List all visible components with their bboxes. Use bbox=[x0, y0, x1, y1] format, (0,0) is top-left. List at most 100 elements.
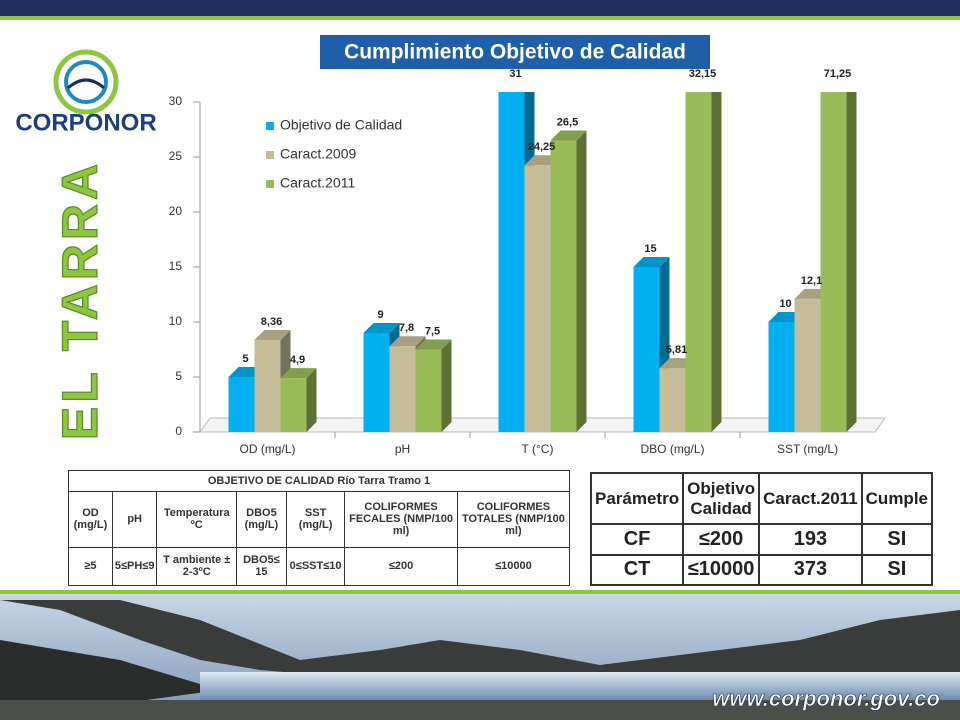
mountains bbox=[0, 600, 960, 675]
table-title: OBJETIVO DE CALIDAD Río Tarra Tramo 1 bbox=[68, 469, 570, 493]
cell: ≤10000 bbox=[456, 546, 571, 587]
value-label: 7,8 bbox=[399, 322, 414, 334]
bar bbox=[820, 92, 847, 432]
bar bbox=[498, 92, 525, 432]
shore bbox=[0, 700, 960, 720]
cell: ≤200 bbox=[344, 546, 458, 587]
logo-wave bbox=[67, 78, 105, 90]
header-cell: COLIFORMES TOTALES (NMP/100 ml) bbox=[456, 491, 571, 548]
bar-side bbox=[846, 92, 857, 432]
header-cell: Objetivo Calidad bbox=[682, 471, 761, 526]
cell: 5≤PH≤9 bbox=[111, 546, 158, 587]
bar bbox=[280, 378, 307, 432]
x-tick-label: pH bbox=[395, 442, 410, 456]
cell: SI bbox=[860, 523, 934, 556]
value-label: 5,81 bbox=[666, 344, 687, 356]
bar bbox=[228, 377, 255, 432]
legend-swatch bbox=[266, 122, 274, 130]
chart-title: Cumplimiento Objetivo de Calidad bbox=[344, 41, 686, 64]
logo-text: CORPONOR bbox=[15, 109, 156, 136]
value-label: 9 bbox=[377, 309, 383, 321]
value-label: 31 bbox=[509, 68, 521, 80]
bar bbox=[768, 322, 795, 432]
bar-side bbox=[441, 339, 452, 432]
compliance-table: Parámetro Objetivo Calidad Caract.2011 Cump… bbox=[589, 471, 934, 587]
x-tick-label: DBO (mg/L) bbox=[640, 442, 704, 456]
chart-title-box bbox=[320, 35, 710, 69]
header-cell: DBO5 (mg/L) bbox=[235, 491, 287, 548]
legend-swatch bbox=[266, 151, 274, 159]
bar bbox=[389, 346, 416, 432]
header-cell: COLIFORMES FECALES (NMP/100 ml) bbox=[344, 491, 458, 548]
logo-ring bbox=[53, 49, 119, 115]
header-cell: Parámetro bbox=[589, 471, 685, 526]
y-tick-label: 20 bbox=[169, 204, 183, 218]
y-tick-label: 15 bbox=[169, 259, 183, 273]
y-tick-label: 25 bbox=[169, 149, 183, 163]
value-label: 24,25 bbox=[528, 141, 556, 153]
header-row: Parámetro Objetivo Calidad Caract.2011 Cump… bbox=[589, 471, 934, 526]
bar-top bbox=[254, 330, 291, 341]
cell: CT bbox=[589, 553, 685, 587]
title-row: OBJETIVO DE CALIDAD Río Tarra Tramo 1 bbox=[68, 469, 570, 493]
bar-top bbox=[280, 368, 317, 379]
data-row: ≥5 5≤PH≤9 T ambiente ± 2-3ºC DBO5≤ 15 0≤SST≤… bbox=[68, 546, 571, 587]
value-label: 5 bbox=[242, 353, 248, 365]
header-cell: Caract.2011 bbox=[758, 471, 863, 526]
value-label: 26,5 bbox=[557, 116, 578, 128]
logo-inner bbox=[64, 60, 108, 104]
y-tick-label: 0 bbox=[175, 424, 182, 438]
bar-top bbox=[389, 336, 426, 347]
legend-label: Caract.2011 bbox=[280, 175, 355, 191]
header-cell: pH bbox=[111, 491, 158, 548]
header-row: OD (mg/L) pH Temperatura ºC DBO5 (mg/L) SST … bbox=[68, 491, 571, 548]
bar-top bbox=[363, 323, 400, 333]
header-cell: OD (mg/L) bbox=[68, 491, 113, 548]
legend-label: Caract.2009 bbox=[280, 146, 356, 162]
side-title: EL TARRA bbox=[52, 160, 108, 440]
cell: 373 bbox=[758, 553, 863, 587]
cell: CF bbox=[589, 523, 685, 556]
header-cell: Temperatura ºC bbox=[156, 491, 237, 548]
value-label: 10 bbox=[779, 298, 791, 310]
legend-label: Objetivo de Calidad bbox=[280, 117, 402, 133]
y-tick-label: 5 bbox=[175, 369, 182, 383]
cell: T ambiente ± 2-3ºC bbox=[156, 546, 237, 587]
bar bbox=[254, 340, 281, 432]
value-label: 32,15 bbox=[689, 68, 717, 80]
x-tick-label: T (°C) bbox=[522, 442, 554, 456]
header-cell: Cumple bbox=[860, 471, 934, 526]
value-label: 4,9 bbox=[290, 354, 305, 366]
bottom-stripe bbox=[0, 590, 960, 594]
bars bbox=[228, 92, 857, 432]
bar bbox=[659, 368, 686, 432]
value-label: 8,36 bbox=[261, 316, 282, 328]
cell: ≥5 bbox=[68, 546, 113, 587]
bar bbox=[363, 333, 390, 432]
top-stripe bbox=[0, 16, 960, 20]
y-tick-label: 30 bbox=[169, 94, 183, 108]
bar bbox=[685, 92, 712, 432]
value-label: 7,5 bbox=[425, 325, 440, 337]
bar bbox=[794, 298, 821, 432]
bar-side bbox=[576, 130, 587, 432]
website: www.corponor.gov.co bbox=[712, 686, 940, 711]
cell: 193 bbox=[758, 523, 863, 556]
lake bbox=[200, 672, 960, 700]
cell: ≤200 bbox=[682, 523, 761, 556]
data-row: CF ≤200 193 SI bbox=[589, 523, 934, 556]
cell: SI bbox=[860, 553, 934, 587]
top-band bbox=[0, 0, 960, 16]
x-tick-label: SST (mg/L) bbox=[777, 442, 838, 456]
bar-side bbox=[711, 92, 722, 432]
data-row: CT ≤10000 373 SI bbox=[589, 553, 934, 587]
bar bbox=[415, 349, 442, 432]
bar bbox=[633, 267, 660, 432]
legend-swatch bbox=[266, 180, 274, 188]
bar-top bbox=[550, 130, 587, 141]
value-label: 71,25 bbox=[824, 68, 852, 80]
cell: 0≤SST≤10 bbox=[285, 546, 346, 587]
value-label: 12,1 bbox=[801, 275, 822, 287]
